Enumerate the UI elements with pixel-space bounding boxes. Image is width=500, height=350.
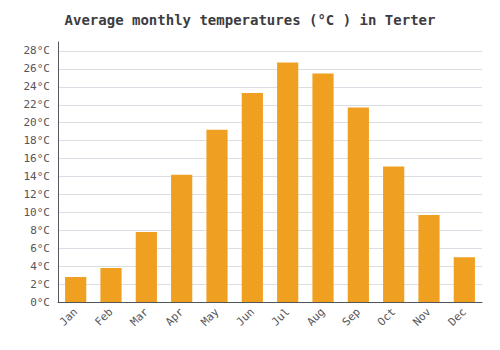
svg-text:8°C: 8°C [30,224,50,237]
svg-text:Oct: Oct [375,305,398,328]
svg-text:14°C: 14°C [24,170,51,183]
svg-text:Jul: Jul [269,305,292,328]
svg-text:Jan: Jan [57,305,80,328]
svg-text:6°C: 6°C [30,242,50,255]
svg-text:16°C: 16°C [24,152,51,165]
svg-text:22°C: 22°C [24,98,51,111]
svg-text:Sep: Sep [340,305,363,328]
svg-text:18°C: 18°C [24,134,51,147]
svg-text:Apr: Apr [163,305,186,328]
svg-text:4°C: 4°C [30,260,50,273]
svg-text:Aug: Aug [304,305,327,328]
svg-text:Feb: Feb [92,305,115,328]
svg-text:2°C: 2°C [30,278,50,291]
svg-text:0°C: 0°C [30,296,50,309]
svg-text:24°C: 24°C [24,80,51,93]
svg-text:28°C: 28°C [24,44,51,57]
svg-text:26°C: 26°C [24,62,51,75]
svg-text:May: May [198,305,221,328]
svg-text:12°C: 12°C [24,188,51,201]
svg-text:Mar: Mar [128,305,151,328]
svg-text:10°C: 10°C [24,206,51,219]
svg-text:20°C: 20°C [24,116,51,129]
svg-text:Dec: Dec [446,305,469,328]
svg-text:Average monthly temperatures (: Average monthly temperatures (°C ) in Te… [65,12,436,28]
svg-text:Nov: Nov [410,305,433,328]
svg-text:Jun: Jun [234,305,257,328]
